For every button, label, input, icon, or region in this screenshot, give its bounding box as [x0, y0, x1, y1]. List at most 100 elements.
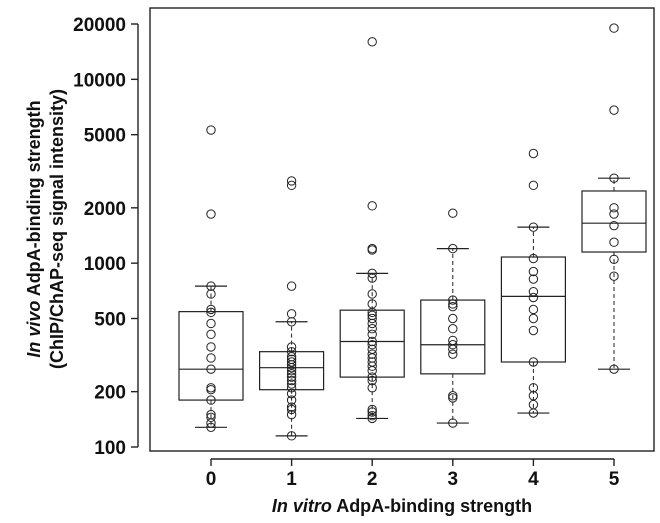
box-group-2 [339, 37, 405, 424]
data-point [367, 324, 377, 334]
y-tick-label: 20000 [73, 15, 126, 36]
y-axis-label-line1: In vivo AdpA-binding strength [24, 100, 44, 357]
data-point [528, 222, 539, 232]
data-point [367, 372, 377, 382]
box-group-4 [500, 148, 566, 418]
data-point [206, 422, 216, 432]
data-point [367, 268, 377, 279]
y-axis-label-line2: (ChIP/ChAP-seq signal intensity) [47, 89, 67, 369]
x-tick-label: 5 [609, 469, 620, 490]
data-point [609, 209, 619, 219]
data-point [448, 243, 458, 254]
data-point [206, 307, 216, 318]
data-point [286, 379, 297, 389]
data-point [528, 266, 539, 277]
iqr-box [339, 309, 405, 378]
box-group-5 [581, 23, 647, 374]
data-point [367, 318, 377, 329]
data-point [528, 408, 539, 418]
data-point [367, 413, 377, 424]
x-tick-label: 1 [286, 469, 297, 490]
data-point [367, 329, 377, 340]
data-point [609, 203, 619, 213]
box-group-0 [178, 125, 244, 432]
y-tick-label: 200 [94, 383, 126, 404]
data-point [528, 313, 539, 324]
data-point [448, 299, 458, 309]
data-point [286, 383, 297, 393]
data-point [609, 220, 619, 231]
box-group-3 [420, 208, 486, 428]
data-point [367, 404, 377, 415]
y-tick-label: 100 [94, 438, 126, 459]
iqr-box [500, 256, 566, 363]
data-point [448, 301, 458, 312]
data-point [609, 254, 619, 264]
data-point [367, 37, 377, 47]
data-point [206, 289, 216, 299]
data-point [286, 309, 297, 319]
data-point [367, 361, 377, 371]
data-point [367, 289, 377, 299]
data-point [206, 125, 216, 135]
data-point [286, 366, 297, 376]
y-tick-label: 1000 [84, 254, 126, 275]
data-point [367, 307, 377, 318]
data-point [367, 366, 377, 376]
data-point [528, 304, 539, 315]
x-tick-label: 2 [367, 469, 378, 490]
data-point [286, 431, 297, 441]
data-point [367, 349, 377, 359]
data-point [609, 237, 619, 247]
data-point [206, 364, 216, 374]
data-point [206, 383, 216, 393]
data-point [206, 304, 216, 315]
y-axis-label-rest: AdpA-binding strength [24, 100, 44, 300]
x-axis-label: In vitro AdpA-binding strength [272, 496, 532, 516]
data-point [286, 346, 297, 357]
x-tick-label: 4 [528, 469, 539, 490]
boxes [178, 23, 647, 441]
data-point [367, 383, 377, 393]
data-point [286, 360, 297, 370]
data-point [367, 375, 377, 386]
iqr-box [178, 311, 244, 401]
data-point [206, 418, 216, 428]
data-point [367, 245, 377, 255]
data-point [206, 342, 216, 352]
data-point [286, 375, 297, 386]
y-tick-label: 10000 [73, 70, 126, 91]
data-point [448, 418, 458, 428]
data-point [609, 105, 619, 115]
data-point [609, 23, 619, 33]
data-point [448, 295, 458, 305]
data-point [206, 384, 216, 395]
data-point [286, 342, 297, 352]
data-point [528, 286, 539, 297]
data-point [286, 409, 297, 420]
data-point [206, 329, 216, 340]
data-point [448, 324, 458, 334]
data-point [448, 393, 458, 403]
x-tick-label: 0 [206, 469, 217, 490]
data-point [609, 173, 619, 183]
data-point [367, 411, 377, 421]
x-axis: 0 1 2 3 4 5 [206, 458, 620, 490]
data-point [206, 281, 216, 291]
data-point [528, 325, 539, 336]
box-group-1 [259, 176, 325, 441]
data-point [448, 208, 458, 218]
data-point [206, 209, 216, 219]
data-point [528, 180, 539, 191]
data-point [609, 364, 619, 374]
data-point [448, 349, 458, 359]
data-point [448, 313, 458, 324]
data-point [286, 369, 297, 379]
y-tick-label: 500 [94, 310, 126, 331]
data-point [367, 273, 377, 283]
x-axis-label-italic: In vitro [272, 496, 332, 516]
iqr-box [581, 190, 647, 253]
data-point [286, 395, 297, 405]
y-tick-label: 2000 [84, 199, 126, 220]
